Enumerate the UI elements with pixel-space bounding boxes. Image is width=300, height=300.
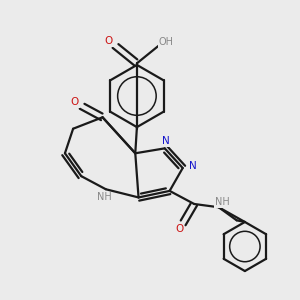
Text: OH: OH: [159, 37, 174, 47]
Text: O: O: [105, 36, 113, 46]
Text: NH: NH: [214, 197, 230, 207]
Text: O: O: [70, 97, 79, 107]
Text: N: N: [163, 136, 170, 146]
Text: NH: NH: [97, 192, 112, 203]
Text: O: O: [175, 224, 184, 235]
Text: N: N: [189, 161, 196, 171]
